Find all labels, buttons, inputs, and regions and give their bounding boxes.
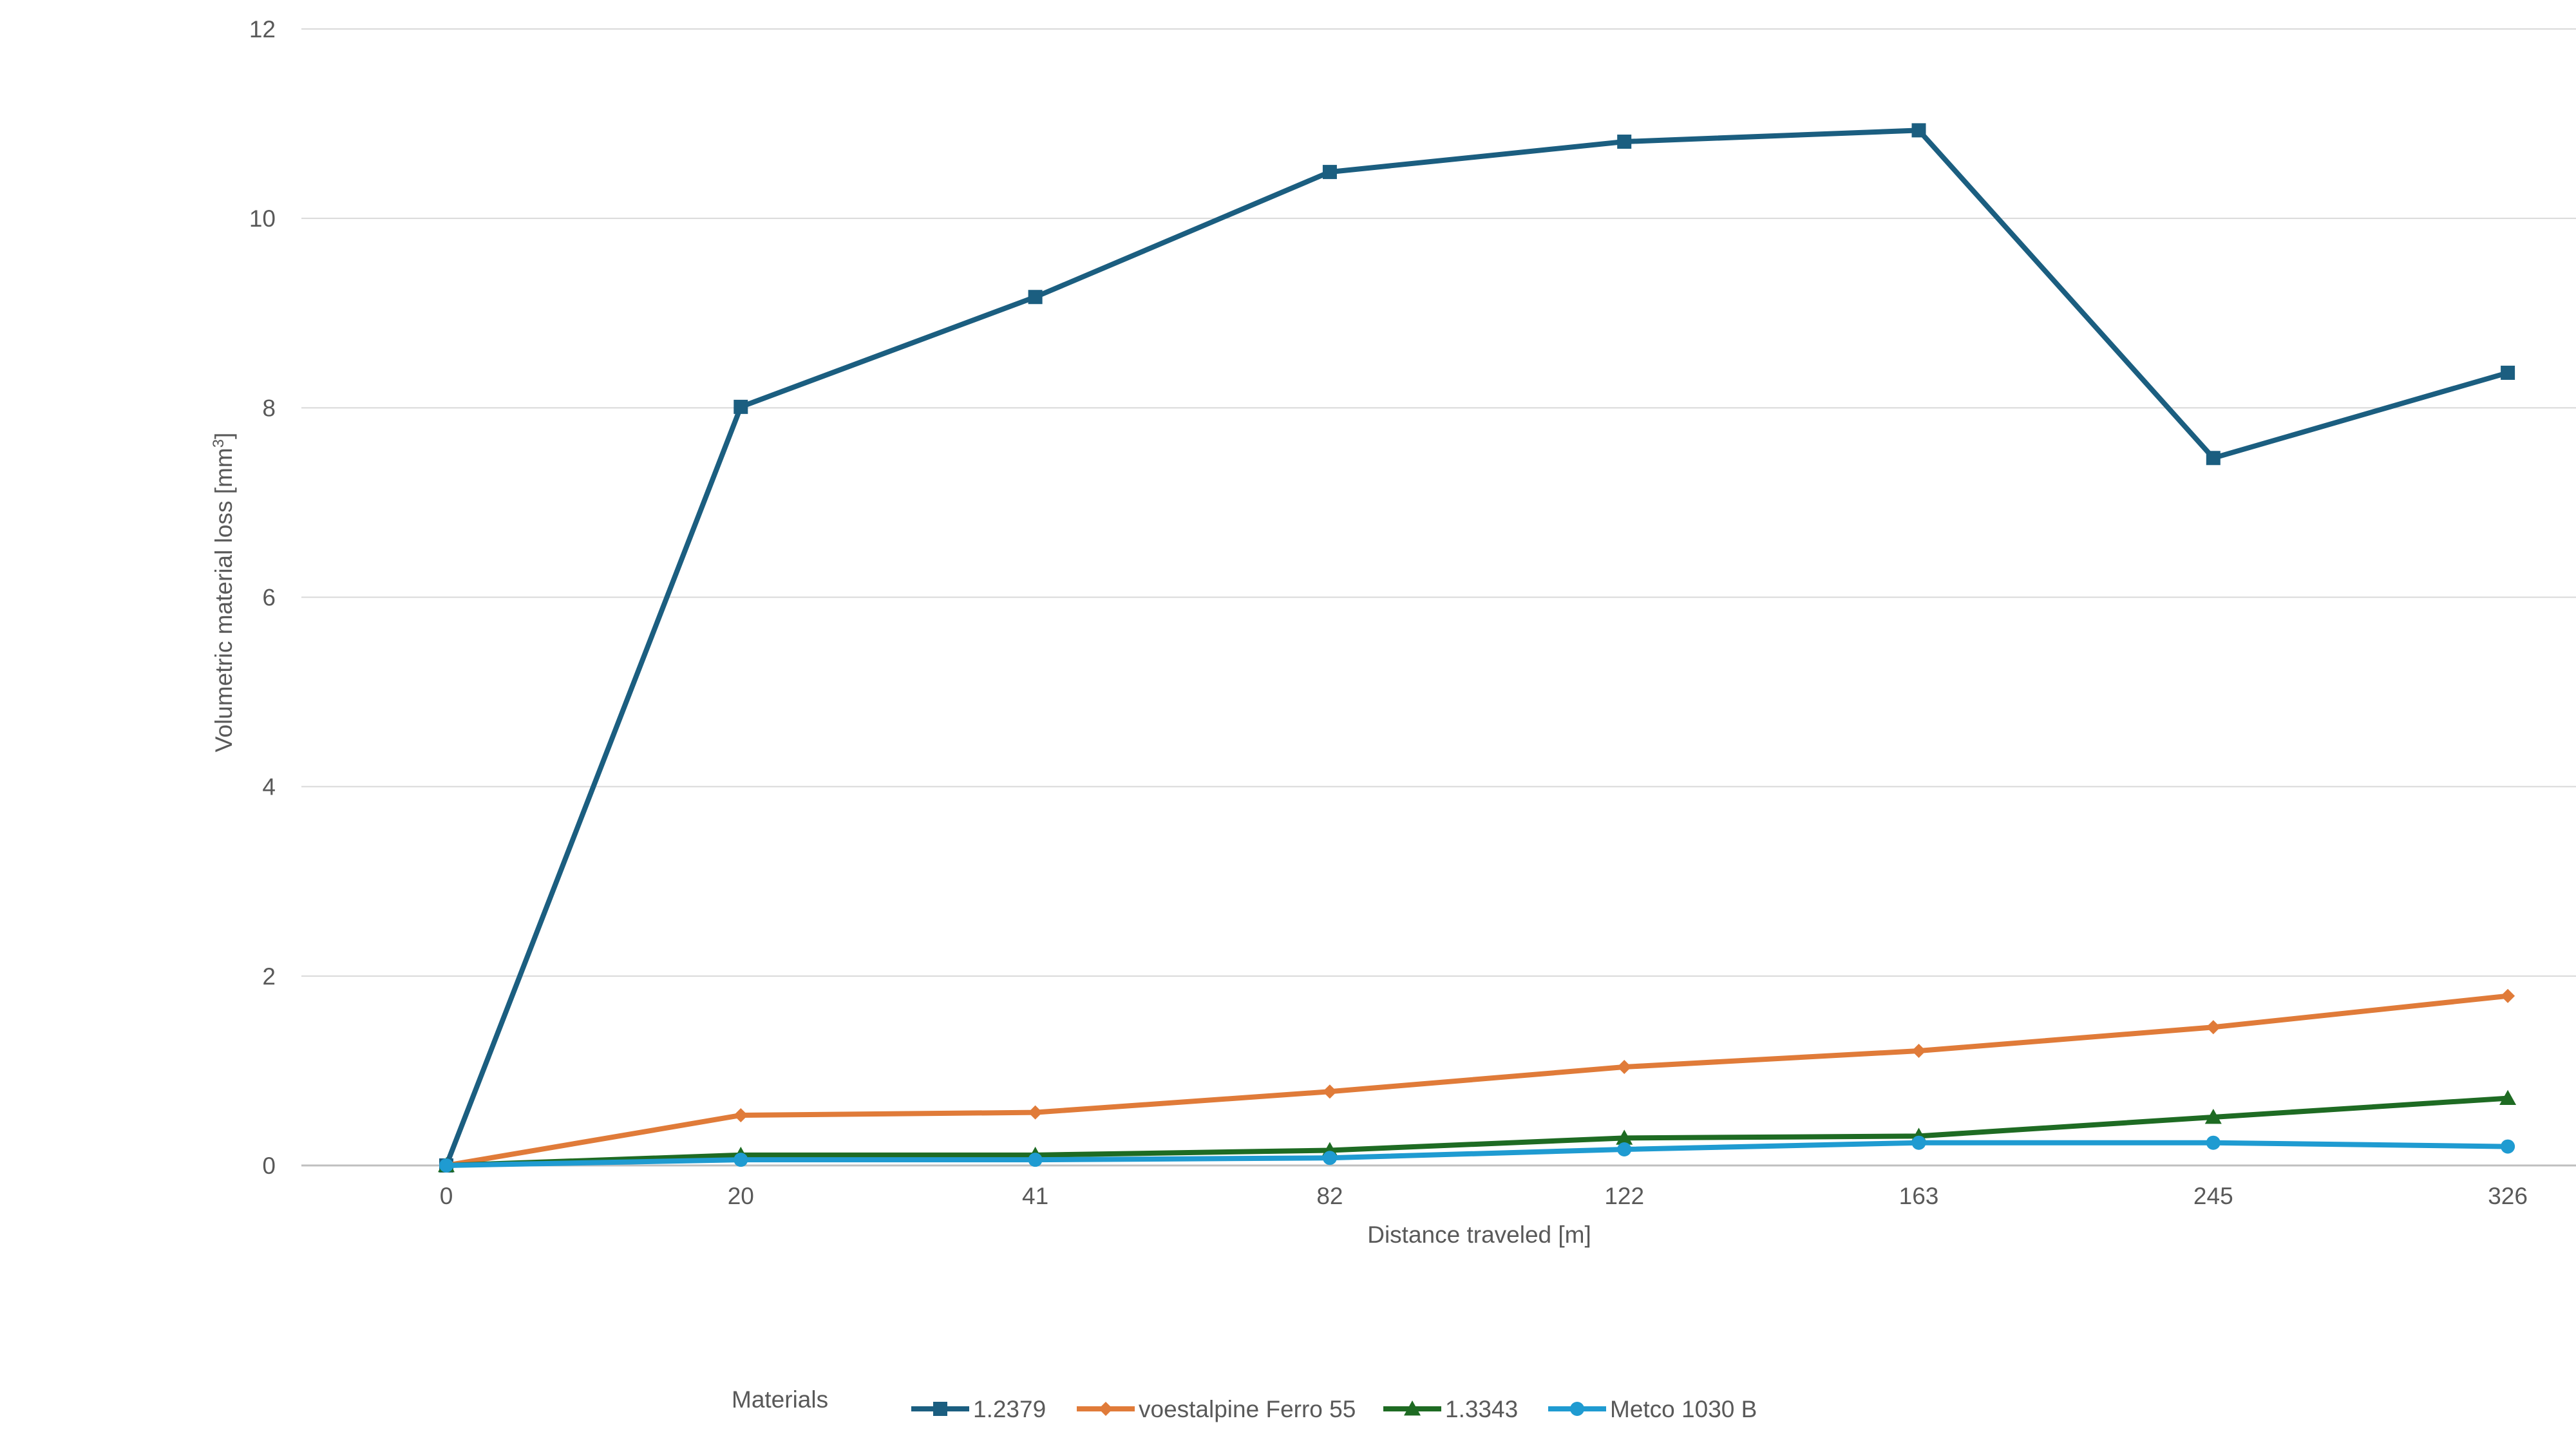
data-point bbox=[734, 1153, 748, 1167]
x-tick-label: 41 bbox=[1022, 1183, 1048, 1209]
y-tick-label: 0 bbox=[262, 1153, 276, 1179]
x-tick-label: 326 bbox=[2488, 1183, 2528, 1209]
x-tick-label: 82 bbox=[1316, 1183, 1343, 1209]
x-tick-label: 0 bbox=[440, 1183, 453, 1209]
data-point bbox=[1911, 1135, 1926, 1150]
data-point bbox=[1028, 1105, 1043, 1120]
legend-item: 1.2379 bbox=[911, 1396, 1046, 1422]
data-point bbox=[439, 1158, 453, 1173]
y-axis-title-tail: ] bbox=[211, 433, 237, 439]
data-point bbox=[2501, 365, 2515, 380]
series-line bbox=[444, 993, 2511, 1168]
x-tick-label: 20 bbox=[728, 1183, 754, 1209]
legend-item: 1.3343 bbox=[1383, 1396, 1518, 1422]
legend-marker-swatch bbox=[933, 1402, 947, 1416]
x-axis-tick-labels: 0 20 41 82 122 163 245 326 bbox=[440, 1183, 2528, 1209]
data-point bbox=[1028, 1153, 1043, 1167]
data-point bbox=[2206, 1135, 2221, 1150]
data-point bbox=[1028, 290, 1043, 305]
data-point bbox=[734, 1108, 748, 1123]
x-axis-title: Distance traveled [m] bbox=[1367, 1221, 1591, 1248]
data-series bbox=[438, 123, 2517, 1173]
y-axis-title-main: Volumetric material loss [mm bbox=[211, 448, 237, 752]
series-line bbox=[444, 1095, 2511, 1168]
series-0 bbox=[439, 123, 2515, 1173]
data-point bbox=[1322, 1084, 1337, 1099]
data-point bbox=[1616, 1129, 1633, 1145]
legend-label: voestalpine Ferro 55 bbox=[1139, 1396, 1356, 1422]
x-tick-label: 163 bbox=[1899, 1183, 1939, 1209]
y-tick-label: 6 bbox=[262, 585, 276, 611]
legend-title: Materials bbox=[732, 1386, 828, 1413]
data-point bbox=[2501, 1139, 2515, 1154]
y-tick-label: 4 bbox=[262, 774, 276, 800]
legend: Materials 1.2379 voestalpine Ferro 55 1.33… bbox=[732, 1386, 1757, 1422]
data-point bbox=[1617, 1142, 1632, 1156]
x-tick-label: 122 bbox=[1604, 1183, 1644, 1209]
y-tick-label: 10 bbox=[249, 205, 276, 232]
data-point bbox=[1322, 165, 1337, 180]
data-point bbox=[2204, 1108, 2222, 1124]
series-line bbox=[444, 1140, 2511, 1168]
data-point bbox=[1617, 135, 1632, 149]
data-point bbox=[2499, 1089, 2517, 1105]
series-line bbox=[444, 127, 2511, 1168]
data-point bbox=[2206, 451, 2221, 466]
series-3 bbox=[439, 1135, 2515, 1173]
legend-marker-swatch bbox=[1099, 1402, 1113, 1416]
legend-label: Metco 1030 B bbox=[1610, 1396, 1757, 1422]
x-tick-label: 245 bbox=[2193, 1183, 2233, 1209]
data-point bbox=[1322, 1151, 1337, 1165]
y-tick-label: 2 bbox=[262, 963, 276, 990]
legend-label: 1.2379 bbox=[973, 1396, 1046, 1422]
data-point bbox=[1911, 123, 1926, 138]
gridlines bbox=[301, 28, 2576, 1167]
legend-marker-swatch bbox=[1404, 1400, 1421, 1416]
y-axis-title: Volumetric material loss [mm3] bbox=[210, 433, 238, 753]
legend-label: 1.3343 bbox=[1445, 1396, 1518, 1422]
data-point bbox=[1617, 1060, 1632, 1075]
y-tick-label: 12 bbox=[249, 16, 276, 42]
data-point bbox=[1911, 1044, 1926, 1059]
data-point bbox=[2501, 988, 2515, 1003]
legend-marker-swatch bbox=[1570, 1402, 1584, 1416]
legend-item: voestalpine Ferro 55 bbox=[1077, 1396, 1356, 1422]
legend-item: Metco 1030 B bbox=[1548, 1396, 1757, 1422]
data-point bbox=[2206, 1020, 2221, 1035]
data-point bbox=[734, 399, 748, 414]
y-tick-label: 8 bbox=[262, 395, 276, 421]
y-axis-title-superscript: 3 bbox=[210, 439, 227, 448]
y-axis-tick-labels: 0 2 4 6 8 10 12 bbox=[249, 16, 276, 1179]
